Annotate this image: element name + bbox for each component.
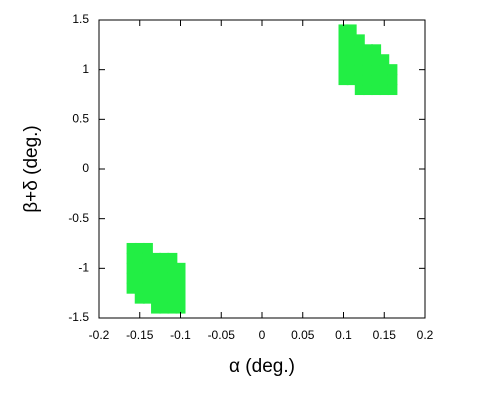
point: [379, 64, 390, 76]
point: [354, 34, 365, 46]
point: [362, 64, 373, 76]
point: [354, 54, 365, 66]
point: [151, 252, 162, 264]
point: [175, 302, 186, 314]
point: [338, 34, 349, 46]
point: [346, 54, 357, 66]
point: [371, 54, 382, 66]
point: [159, 302, 170, 314]
y-tick-label: 0.5: [72, 112, 89, 126]
y-tick-label: 1: [82, 62, 89, 76]
x-tick-label: 0.05: [291, 328, 315, 342]
point: [371, 74, 382, 86]
point: [159, 272, 170, 284]
point: [387, 64, 398, 76]
point: [151, 282, 162, 294]
point: [346, 44, 357, 56]
y-tick-label: 0: [82, 161, 89, 175]
point: [134, 242, 145, 254]
point: [142, 242, 153, 254]
point: [175, 262, 186, 274]
point: [142, 262, 153, 274]
point: [159, 292, 170, 304]
point: [142, 272, 153, 284]
point: [346, 24, 357, 36]
point: [362, 44, 373, 56]
x-tick-label: -0.05: [208, 328, 236, 342]
point: [142, 282, 153, 294]
x-axis-label: α (deg.): [229, 356, 295, 377]
point: [371, 44, 382, 56]
point: [151, 272, 162, 284]
point: [338, 54, 349, 66]
point: [126, 242, 137, 254]
point: [134, 252, 145, 264]
point: [134, 262, 145, 274]
point: [126, 252, 137, 264]
point: [142, 252, 153, 264]
point: [354, 84, 365, 96]
point: [387, 84, 398, 96]
y-tick-label: -0.5: [68, 211, 89, 225]
point: [371, 64, 382, 76]
x-tick-label: -0.1: [170, 328, 191, 342]
point: [354, 74, 365, 86]
point: [379, 84, 390, 96]
point: [338, 64, 349, 76]
point: [126, 262, 137, 274]
point: [362, 74, 373, 86]
point: [362, 54, 373, 66]
point: [151, 262, 162, 274]
point: [379, 54, 390, 66]
point: [159, 252, 170, 264]
point: [126, 282, 137, 294]
point: [159, 262, 170, 274]
x-tick-label: 0: [259, 328, 266, 342]
point: [167, 262, 178, 274]
y-tick-label: 1.5: [72, 12, 89, 26]
point: [167, 252, 178, 264]
point: [346, 74, 357, 86]
point: [167, 292, 178, 304]
point: [371, 84, 382, 96]
point: [175, 282, 186, 294]
point: [338, 44, 349, 56]
y-tick-label: -1.5: [68, 310, 89, 324]
point: [338, 74, 349, 86]
point: [159, 282, 170, 294]
point: [134, 272, 145, 284]
point: [134, 282, 145, 294]
point: [167, 282, 178, 294]
point: [126, 272, 137, 284]
point: [175, 272, 186, 284]
x-tick-label: -0.15: [126, 328, 154, 342]
point: [134, 292, 145, 304]
y-axis-label: β+δ (deg.): [21, 125, 42, 213]
point: [362, 84, 373, 96]
point: [354, 64, 365, 76]
point: [151, 292, 162, 304]
point: [346, 34, 357, 46]
point: [346, 64, 357, 76]
point: [354, 44, 365, 56]
x-tick-label: 0.15: [373, 328, 397, 342]
point: [167, 272, 178, 284]
point: [175, 292, 186, 304]
x-tick-label: 0.1: [335, 328, 352, 342]
point: [142, 292, 153, 304]
point: [338, 24, 349, 36]
point: [387, 74, 398, 86]
x-tick-label: -0.2: [89, 328, 110, 342]
y-tick-label: -1: [78, 261, 89, 275]
points: [126, 24, 398, 314]
point: [151, 302, 162, 314]
point: [167, 302, 178, 314]
x-tick-label: 0.2: [417, 328, 434, 342]
point: [379, 74, 390, 86]
